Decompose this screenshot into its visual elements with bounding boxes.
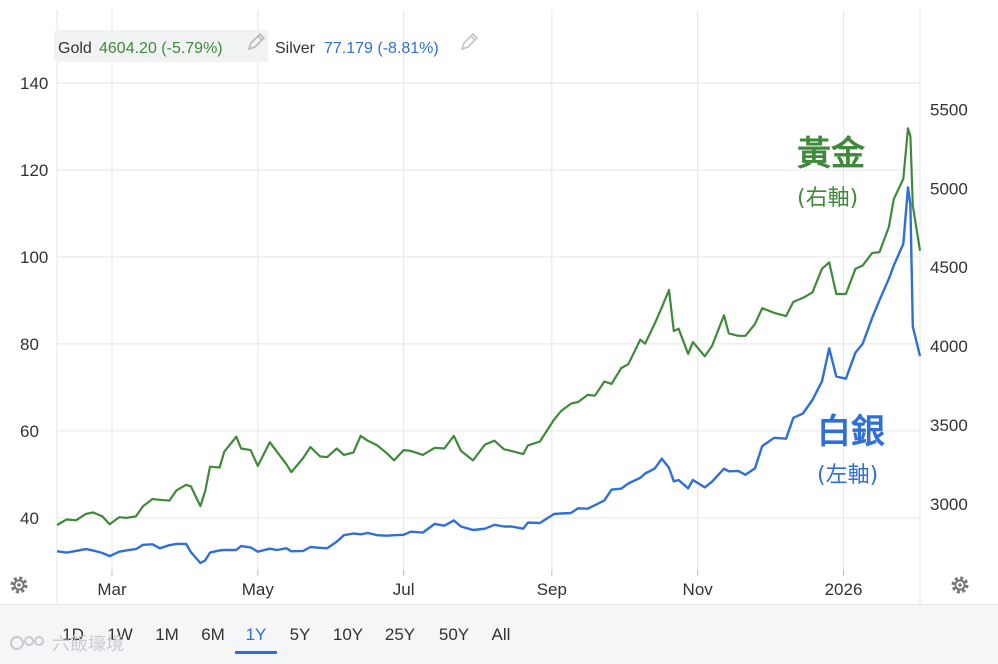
left-tick-label: 40 [20, 509, 39, 528]
right-tick-label: 5500 [930, 100, 968, 119]
gear-icon[interactable] [949, 574, 971, 596]
left-tick-label: 80 [20, 335, 39, 354]
gold-title-annotation: 黃金 [797, 134, 866, 174]
x-tick-label: Nov [683, 580, 714, 599]
range-toolbar: 1D 1W 1M 6M 1Y 5Y 10Y 25Y 50Y All [0, 604, 998, 664]
silver-legend-value: 77.179 (-8.81%) [324, 40, 439, 57]
gold-legend-name: Gold [58, 40, 92, 57]
range-1y-button[interactable]: 1Y [245, 625, 267, 644]
pencil-icon[interactable] [460, 32, 479, 51]
range-all-button[interactable]: All [491, 625, 511, 644]
x-tick-label: May [242, 580, 275, 599]
right-tick-label: 4000 [930, 337, 968, 356]
left-tick-label: 120 [20, 161, 48, 180]
range-1m-button[interactable]: 1M [155, 625, 179, 644]
gold-axis-note: (右軸) [797, 186, 858, 211]
active-range-underline [235, 651, 277, 654]
watermark-logo-icon [10, 636, 44, 650]
grid [56, 10, 921, 604]
pencil-icon[interactable] [247, 32, 266, 51]
gold-legend-box[interactable] [54, 30, 268, 62]
x-tick-label: Sep [537, 580, 567, 599]
watermark-text: 六飯壕境 [52, 634, 124, 655]
x-tick-label: 2026 [825, 580, 863, 599]
range-6m-button[interactable]: 6M [201, 625, 225, 644]
gold-legend-value: 4604.20 (-5.79%) [99, 40, 223, 57]
x-tick-label: Jul [393, 580, 415, 599]
left-tick-label: 100 [20, 248, 48, 267]
silver-series-line [56, 186, 922, 565]
range-5y-button[interactable]: 5Y [289, 625, 311, 644]
left-tick-label: 60 [20, 422, 39, 441]
x-axis: Mar May Jul Sep Nov 2026 [97, 580, 862, 599]
watermark: 六飯壕境 [10, 630, 124, 656]
right-tick-label: 3500 [930, 416, 968, 435]
silver-legend-name: Silver [275, 40, 316, 57]
range-25y-button[interactable]: 25Y [384, 625, 416, 644]
gold-series-line [56, 127, 922, 526]
x-tick-label: Mar [97, 580, 127, 599]
left-tick-label: 140 [20, 74, 48, 93]
right-axis: 3000 3500 4000 4500 5000 5500 [930, 100, 968, 513]
right-tick-label: 3000 [930, 495, 968, 514]
left-axis: 40 60 80 100 120 140 [20, 74, 48, 528]
gear-icon[interactable] [8, 574, 30, 596]
range-1w-button[interactable]: 1W [107, 625, 133, 644]
price-chart: 40 60 80 100 120 140 3000 3500 4000 4500 5000 5500… [20, 10, 968, 604]
range-1d-button[interactable]: 1D [62, 625, 84, 644]
range-10y-button[interactable]: 10Y [332, 625, 364, 644]
silver-title-annotation: 白銀 [817, 412, 885, 452]
right-tick-label: 4500 [930, 258, 968, 277]
silver-axis-note: (左軸) [817, 463, 878, 488]
range-50y-button[interactable]: 50Y [438, 625, 470, 644]
right-tick-label: 5000 [930, 179, 968, 198]
